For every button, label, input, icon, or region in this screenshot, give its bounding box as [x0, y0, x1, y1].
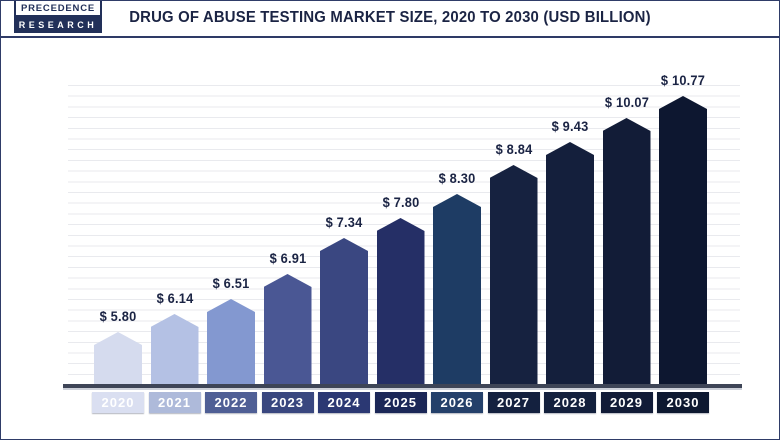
- year-label-2024: 2024: [318, 392, 370, 413]
- bar-2030: [659, 96, 707, 384]
- year-label-2026: 2026: [431, 392, 483, 413]
- value-label-2025: $ 7.80: [382, 195, 419, 210]
- value-label-2030: $ 10.77: [660, 73, 706, 88]
- year-label-2023: 2023: [261, 392, 314, 413]
- chart-title: DRUG OF ABUSE TESTING MARKET SIZE, 2020 …: [129, 9, 651, 26]
- year-label-2022: 2022: [205, 392, 257, 413]
- value-label-2029: $ 10.07: [604, 95, 649, 110]
- year-label-2025: 2025: [374, 392, 427, 413]
- value-label-2020: $ 5.80: [99, 309, 137, 324]
- year-label-2029: 2029: [600, 392, 653, 413]
- year-label-2027: 2027: [487, 392, 540, 413]
- year-label-2028: 2028: [544, 392, 596, 413]
- precedence-research-logo: PRECEDENCE RESEARCH: [14, 1, 102, 33]
- x-axis-line: [63, 384, 742, 388]
- bar-2028: [546, 142, 594, 384]
- value-label-2026: $ 8.30: [438, 171, 476, 186]
- bar-2026: [433, 194, 481, 384]
- bar-2029: [602, 118, 651, 384]
- value-label-2021: $ 6.14: [156, 291, 193, 306]
- value-label-2022: $ 6.51: [212, 276, 250, 291]
- bar-2027: [489, 165, 538, 384]
- bar-2024: [320, 238, 368, 384]
- value-label-2024: $ 7.34: [325, 215, 363, 230]
- year-label-2030: 2030: [657, 392, 709, 413]
- value-label-2027: $ 8.84: [495, 142, 532, 157]
- bar-2023: [263, 274, 312, 384]
- logo-line1: PRECEDENCE: [14, 1, 102, 17]
- value-label-2023: $ 6.91: [269, 251, 306, 266]
- year-label-2021: 2021: [148, 392, 201, 413]
- header: PRECEDENCE RESEARCH DRUG OF ABUSE TESTIN…: [1, 1, 779, 38]
- logo-line2: RESEARCH: [14, 17, 102, 33]
- bar-2022: [207, 299, 255, 384]
- bar-2021: [150, 314, 199, 384]
- year-label-2020: 2020: [92, 392, 144, 413]
- value-label-2028: $ 9.43: [551, 119, 589, 134]
- bar-2025: [376, 218, 425, 384]
